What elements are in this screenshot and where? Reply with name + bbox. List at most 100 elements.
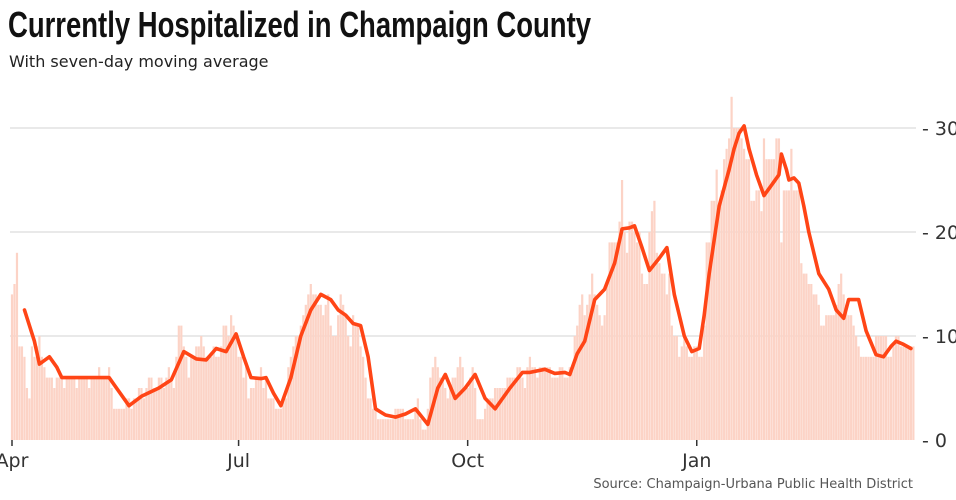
daily-bar (703, 325, 706, 440)
daily-bar (546, 367, 549, 440)
daily-bar (132, 398, 136, 440)
daily-bar (850, 315, 853, 440)
daily-bar (322, 315, 325, 440)
daily-bar (887, 356, 890, 440)
daily-bar (284, 398, 287, 440)
daily-bar (680, 346, 683, 440)
daily-bar (439, 377, 442, 440)
daily-bar (518, 367, 522, 440)
daily-bar (897, 336, 900, 440)
daily-bar (157, 377, 161, 440)
daily-bar (406, 419, 410, 440)
daily-bar (122, 408, 126, 440)
x-tick-label: Oct (451, 450, 484, 472)
daily-bar (272, 398, 275, 440)
daily-bar (197, 346, 200, 440)
daily-bar (357, 325, 360, 440)
daily-bar (381, 419, 385, 440)
daily-bar (38, 336, 41, 440)
daily-bar (872, 356, 875, 440)
daily-bar (543, 367, 546, 440)
daily-bar (220, 346, 223, 440)
daily-bar (474, 388, 477, 440)
daily-bar (389, 419, 392, 440)
daily-bar (297, 336, 300, 440)
daily-bar (75, 388, 78, 440)
daily-bar (185, 356, 188, 440)
daily-bar (469, 377, 472, 440)
daily-bar (678, 356, 681, 440)
daily-bar (601, 325, 604, 440)
daily-bar (810, 284, 813, 440)
daily-bar (108, 367, 111, 440)
daily-bar (269, 398, 273, 440)
daily-bar (117, 408, 121, 440)
daily-bar (125, 398, 128, 440)
daily-bar (327, 294, 330, 440)
daily-bar (740, 138, 743, 440)
daily-bar (852, 325, 855, 440)
daily-bar (695, 346, 698, 440)
daily-bar (127, 398, 131, 440)
daily-bar (50, 377, 53, 440)
daily-bar (800, 263, 803, 440)
daily-bar (513, 377, 517, 440)
daily-bar (195, 346, 198, 440)
daily-bar (643, 284, 646, 440)
daily-bar (867, 356, 870, 440)
daily-bar (391, 419, 395, 440)
daily-bar (147, 377, 151, 440)
daily-bar (45, 377, 48, 440)
daily-bar (63, 388, 66, 440)
daily-bar (877, 336, 880, 440)
daily-bar (35, 346, 38, 440)
daily-bar (551, 377, 554, 440)
daily-bar (83, 377, 86, 440)
chart-subtitle: With seven-day moving average (9, 52, 269, 71)
daily-bar (498, 388, 502, 440)
daily-bar (673, 336, 676, 440)
daily-bar (481, 419, 484, 440)
daily-bar (319, 304, 322, 440)
daily-bar (344, 315, 347, 440)
daily-bar (638, 232, 641, 440)
daily-bar (227, 336, 230, 440)
moving-average-line (22, 124, 913, 427)
daily-bar (902, 346, 905, 440)
daily-bar (88, 388, 91, 440)
daily-bar (98, 367, 101, 440)
daily-bar (807, 284, 810, 440)
daily-bar (608, 242, 611, 440)
daily-bar (264, 377, 268, 440)
daily-bar (103, 377, 106, 440)
daily-bar (909, 346, 912, 440)
daily-bar (767, 159, 771, 440)
daily-bar (708, 242, 711, 440)
daily-bar (815, 294, 818, 440)
daily-bar (493, 388, 497, 440)
daily-bar (484, 408, 487, 440)
daily-bar (528, 356, 532, 440)
daily-bar (536, 377, 539, 440)
daily-bar (142, 398, 146, 440)
daily-bar (491, 398, 494, 440)
daily-bar (257, 377, 260, 440)
daily-bar (461, 367, 464, 440)
daily-bar (728, 138, 731, 440)
daily-bar (140, 388, 143, 440)
daily-bar (857, 346, 860, 440)
daily-bar (205, 356, 208, 440)
daily-bar (23, 356, 26, 440)
daily-bar (464, 388, 467, 440)
daily-bar (13, 284, 16, 440)
daily-bar (396, 408, 400, 440)
daily-bar (894, 336, 898, 440)
daily-bar (618, 221, 621, 440)
daily-bar (239, 356, 243, 440)
daily-bar (747, 159, 751, 440)
daily-bar (775, 138, 778, 440)
daily-bar (115, 408, 118, 440)
daily-bar (339, 294, 342, 440)
daily-bar (718, 211, 721, 440)
daily-bar (531, 367, 534, 440)
